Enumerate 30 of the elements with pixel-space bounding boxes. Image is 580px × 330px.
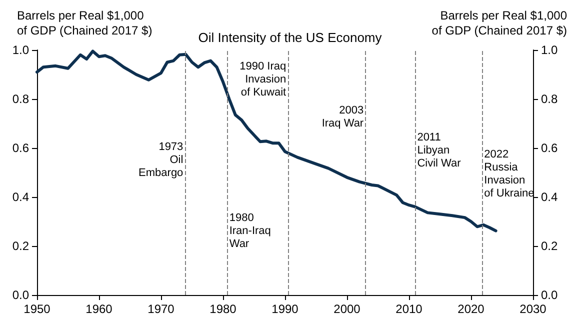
x-tick-label: 1960: [86, 302, 113, 316]
x-tick-label: 2020: [458, 302, 485, 316]
y-tick-label: 0.2: [12, 239, 30, 253]
y2-tick-label: 1.0: [541, 43, 558, 57]
y-tick-label: 0.4: [12, 190, 30, 204]
x-tick-label: 2030: [520, 302, 547, 316]
y2-tick-label: 0.4: [541, 190, 558, 204]
x-tick-label: 1970: [148, 302, 175, 316]
annotation: 2011 Libyan Civil War: [417, 131, 462, 170]
y-axis-title: Barrels per Real $1,000 of GDP (Chained 2017 $): [17, 8, 152, 38]
annotation: 1973 Oil Embargo: [138, 141, 184, 180]
annotation: 1980 Iran-Iraq War: [229, 212, 271, 250]
y-tick-label: 0.0: [12, 288, 30, 302]
y-tick-label: 0.6: [12, 141, 30, 155]
annotation: 2022 Russia Invasion of Ukraine: [484, 148, 534, 200]
y-tick-label: 0.8: [12, 92, 30, 106]
x-tick-label: 1990: [272, 302, 299, 316]
y2-tick-label: 0.2: [541, 239, 558, 253]
y2-tick-label: 0.0: [541, 288, 558, 302]
x-tick-label: 1980: [210, 302, 237, 316]
annotation: 2003 Iraq War: [322, 104, 364, 130]
y-tick-label: 1.0: [12, 43, 30, 57]
y2-tick-label: 0.6: [541, 141, 558, 155]
x-tick-label: 1950: [24, 302, 51, 316]
y2-axis-title: Barrels per Real $1,000 of GDP (Chained 2017 $): [432, 8, 568, 38]
y2-tick-label: 0.8: [541, 92, 558, 106]
chart-title: Oil Intensity of the US Economy: [198, 30, 382, 45]
annotation: 1990 Iraq Invasion of Kuwait: [240, 60, 286, 98]
x-tick-label: 2010: [396, 302, 423, 316]
x-tick-label: 2000: [334, 302, 361, 316]
